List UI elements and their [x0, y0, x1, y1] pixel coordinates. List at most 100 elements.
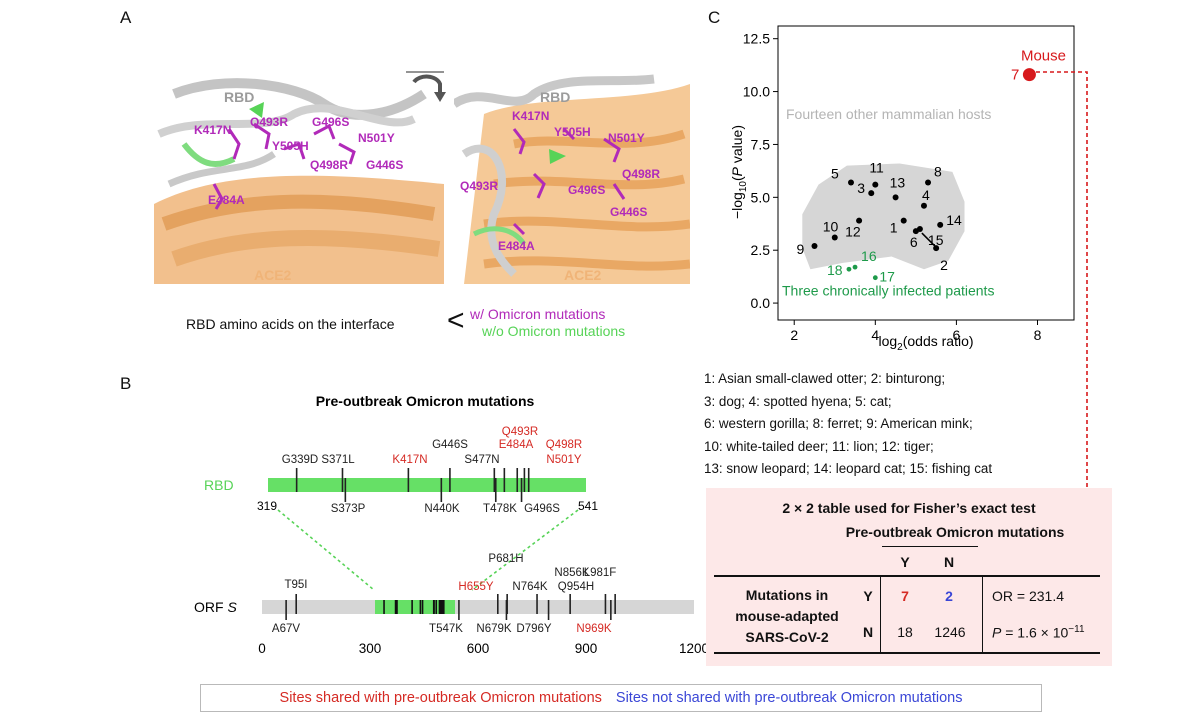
- omicron-sticks-left: [212, 122, 356, 210]
- structure-view-right: RBD ACE2 K417N Y505H N501Y Q493R G496S Q…: [454, 74, 690, 284]
- ace2-helix-left-2: [161, 194, 436, 231]
- interface-green-left: [181, 142, 236, 167]
- odds-ratio: OR = 231.4: [992, 588, 1064, 604]
- host-point-label: 6: [910, 234, 918, 250]
- orf-bar-label: ORF S: [194, 599, 237, 615]
- y-tick-label: 0.0: [751, 295, 771, 311]
- ace2-helix-left-3: [171, 229, 441, 267]
- rbd-mutation-label: K417N: [392, 454, 427, 466]
- x-tick-label: 2: [790, 327, 798, 343]
- host-point: [892, 194, 899, 201]
- rbd-ribbon-left: [172, 78, 427, 120]
- residue-right-2: Y505H: [554, 125, 591, 139]
- patient-point: [872, 275, 878, 281]
- rbd-ribbon-left-3: [167, 151, 276, 188]
- rbd-ribbon-right-2: [461, 144, 517, 277]
- residue-right-7: G446S: [610, 205, 647, 219]
- x-tick-label: 4: [871, 327, 879, 343]
- rbd-bar: [268, 478, 586, 492]
- orf-mutation-label: D796Y: [516, 623, 551, 635]
- ace2-helix-left: [154, 175, 444, 284]
- rbd-start-label: 319: [257, 499, 277, 513]
- x-axis-label: log2(odds ratio): [878, 333, 973, 353]
- host-point-label: 15: [928, 232, 944, 248]
- structure-view-left: RBD ACE2 K417N Q493R G496S Y505H N501Y Q…: [154, 74, 444, 284]
- host-key-line: 10: white-tailed deer; 11: lion; 12: tig…: [704, 438, 934, 454]
- cell-yy: 7: [901, 588, 909, 604]
- interface-green-right: [549, 149, 566, 164]
- rbd-mutation-label: G339D: [282, 454, 318, 466]
- rbd-label-left: RBD: [224, 89, 254, 105]
- gray-group-label: Fourteen other mammalian hosts: [786, 106, 991, 122]
- residue-left-7: G446S: [366, 158, 403, 172]
- orf-s-diagram: Pre-outbreak Omicron mutations RBD 319 5…: [194, 393, 709, 656]
- mouse-point-label: 7: [1011, 67, 1019, 84]
- row-header: Mutations in mouse-adapted SARS-CoV-2: [735, 587, 839, 645]
- rbd-ribbon-left-2: [157, 104, 416, 138]
- residue-left-4: Y505H: [272, 139, 309, 153]
- rotate-arrow-icon: [406, 71, 446, 102]
- residue-left-1: K417N: [194, 123, 231, 137]
- fisher-caption: 2 × 2 table used for Fisher’s exact test: [782, 500, 1036, 516]
- row-n-header: N: [862, 624, 874, 640]
- orf-mutation-label: T547K: [429, 623, 463, 635]
- ace2-helix-right-stripes: [483, 129, 690, 271]
- host-point: [916, 226, 923, 233]
- panel-a-letter: A: [120, 8, 132, 27]
- residue-left-5: N501Y: [358, 131, 395, 145]
- patient-point: [852, 264, 858, 270]
- p-value: P = 1.6 × 10−11: [992, 624, 1085, 641]
- host-point: [847, 179, 854, 186]
- cell-yn: 2: [945, 588, 953, 604]
- patient-point-label: 16: [861, 248, 877, 264]
- legend-shared: Sites shared with pre-outbreak Omicron m…: [279, 690, 602, 706]
- mouse-connector: [1036, 71, 1088, 488]
- rbd-end-label: 541: [578, 499, 598, 513]
- orf-bar: [262, 600, 694, 614]
- host-15-pointer: [921, 232, 937, 248]
- host-key-line: 13: snow leopard; 14: leopard cat; 15: f…: [704, 461, 993, 476]
- host-point-label: 5: [831, 166, 839, 182]
- cell-nn: 1246: [934, 624, 966, 640]
- interface-green-right-2: [472, 226, 527, 246]
- rbd-mutation-label: S373P: [331, 503, 366, 515]
- orf-axis-600: 600: [467, 641, 490, 656]
- zoom-line-left: [277, 509, 375, 591]
- orf-axis-900: 900: [575, 641, 598, 656]
- orf-mutation-label: L981F: [584, 567, 617, 579]
- x-tick-label: 6: [953, 327, 961, 343]
- orf-mutation-label: N764K: [512, 581, 547, 593]
- host-point-label: 10: [823, 219, 839, 235]
- y-axis-label: −log10(P value): [729, 125, 749, 219]
- rbd-mutation-label: Q493R: [502, 426, 538, 438]
- ace2-label-right: ACE2: [564, 267, 602, 283]
- rbd-mutation-label: S371L: [321, 454, 355, 466]
- host-point-label: 3: [857, 180, 865, 196]
- residue-left-6: Q498R: [310, 158, 348, 172]
- orf-mutation-label: P681H: [488, 553, 523, 565]
- host-point-label: 9: [796, 241, 804, 257]
- legend-with-omicron: w/ Omicron mutations: [470, 306, 606, 322]
- host-point: [856, 217, 863, 224]
- y-tick-label: 12.5: [743, 31, 770, 47]
- row-y-header: Y: [863, 588, 873, 604]
- rbd-mutation-label: G446S: [432, 439, 468, 451]
- fisher-table: 2 × 2 table used for Fisher’s exact test…: [706, 488, 1112, 666]
- rbd-mutation-label: Q498R: [546, 439, 582, 451]
- green-group-label: Three chronically infected patients: [782, 283, 994, 299]
- rbd-mutation-label: T478K: [483, 503, 517, 515]
- fisher-subheader: Pre-outbreak Omicron mutations: [845, 524, 1065, 540]
- orf-title: Pre-outbreak Omicron mutations: [316, 393, 535, 409]
- residue-right-6: Q498R: [622, 167, 660, 181]
- mouse-label: Mouse: [1021, 48, 1066, 65]
- residue-right-8: E484A: [498, 239, 535, 253]
- patient-point: [846, 266, 852, 272]
- residue-right-3: N501Y: [608, 131, 645, 145]
- subheader-rule: [882, 546, 978, 547]
- chevron-bracket: <: [447, 304, 465, 337]
- host-point-label: 12: [845, 224, 861, 240]
- orf-mutation-label: N679K: [476, 623, 511, 635]
- omicron-sticks-right: [512, 127, 626, 236]
- panel-b-letter: B: [120, 374, 132, 393]
- orf-mutation-label: N856K: [554, 567, 589, 579]
